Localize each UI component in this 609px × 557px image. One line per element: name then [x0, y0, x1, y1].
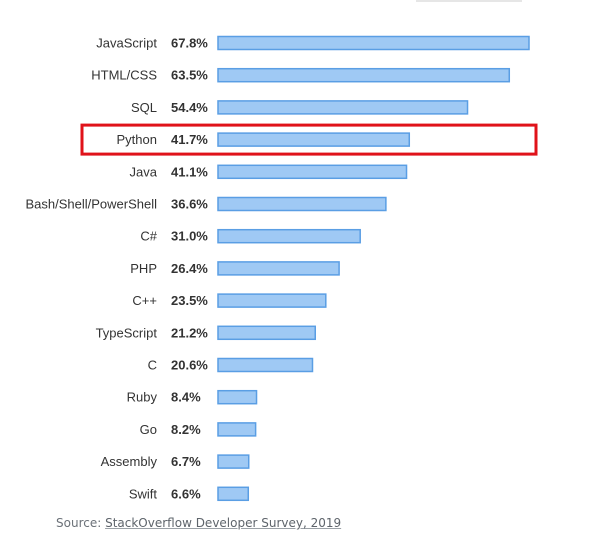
value-label-javascript: 67.8% — [171, 36, 208, 51]
source-prefix: Source: — [56, 516, 106, 530]
bar-bash-shell-powershell — [217, 196, 387, 212]
category-label-html-css: HTML/CSS — [91, 68, 157, 83]
bar-row-html-css: HTML/CSS 63.5% — [91, 67, 511, 83]
bar-row-ruby: Ruby 8.4% — [127, 389, 258, 405]
value-label-assembly: 6.7% — [171, 454, 201, 469]
value-label-bash-shell-powershell: 36.6% — [171, 197, 208, 212]
bar-swift — [217, 486, 250, 502]
bar-sql — [217, 100, 469, 115]
value-label-typescript: 21.2% — [171, 325, 208, 340]
bar-c — [217, 357, 314, 373]
bar-php — [217, 261, 340, 276]
category-label-c: C++ — [132, 293, 157, 308]
category-label-c: C — [148, 358, 157, 373]
category-label-c: C# — [140, 229, 157, 244]
category-label-bash-shell-powershell: Bash/Shell/PowerShell — [25, 197, 157, 212]
value-label-swift: 6.6% — [171, 486, 201, 501]
bar-row-c: C# 31.0% — [140, 228, 361, 244]
category-label-python: Python — [117, 132, 157, 147]
bar-javascript — [217, 35, 530, 51]
bar-row-sql: SQL 54.4% — [131, 100, 469, 115]
bar-row-java: Java 41.1% — [130, 164, 408, 180]
value-label-python: 41.7% — [171, 132, 208, 147]
category-label-go: Go — [140, 422, 157, 437]
bar-row-go: Go 8.2% — [140, 422, 257, 437]
category-label-sql: SQL — [131, 100, 157, 115]
bar-python — [217, 132, 411, 147]
category-label-typescript: TypeScript — [96, 325, 158, 340]
value-label-php: 26.4% — [171, 261, 208, 276]
bar-java — [217, 164, 408, 180]
highlight-box-python — [80, 123, 538, 156]
category-label-swift: Swift — [129, 486, 158, 501]
value-label-c: 31.0% — [171, 229, 208, 244]
source-link[interactable]: StackOverflow Developer Survey, 2019 — [105, 516, 342, 530]
value-label-c: 20.6% — [171, 358, 208, 373]
bar-c — [217, 293, 327, 308]
value-label-go: 8.2% — [171, 422, 201, 437]
bar-row-c: C++ 23.5% — [132, 293, 327, 308]
bar-ruby — [217, 389, 258, 405]
category-label-java: Java — [130, 164, 158, 179]
category-label-php: PHP — [130, 261, 157, 276]
bar-row-python: Python 41.7% — [117, 132, 411, 147]
bar-row-typescript: TypeScript 21.2% — [96, 325, 316, 340]
category-label-ruby: Ruby — [127, 390, 158, 405]
value-label-c: 23.5% — [171, 293, 208, 308]
source-caption: Source: StackOverflow Developer Survey, … — [56, 516, 341, 530]
bar-row-c: C 20.6% — [148, 357, 314, 373]
bar-typescript — [217, 325, 316, 341]
bar-row-assembly: Assembly 6.7% — [101, 454, 250, 469]
bar-row-javascript: JavaScript 67.8% — [96, 35, 530, 51]
bar-c — [217, 228, 361, 244]
category-label-assembly: Assembly — [101, 454, 158, 469]
bar-row-swift: Swift 6.6% — [129, 486, 250, 502]
value-label-ruby: 8.4% — [171, 390, 201, 405]
value-label-sql: 54.4% — [171, 100, 208, 115]
bar-html-css — [217, 67, 511, 83]
bar-go — [217, 422, 257, 437]
value-label-java: 41.1% — [171, 164, 208, 179]
top-divider — [416, 0, 522, 2]
bar-row-php: PHP 26.4% — [130, 261, 340, 276]
category-label-javascript: JavaScript — [96, 36, 157, 51]
bar-assembly — [217, 454, 250, 469]
bar-row-bash-shell-powershell: Bash/Shell/PowerShell 36.6% — [25, 196, 387, 212]
bar-chart: JavaScript 67.8% HTML/CSS 63.5% SQL 54.4% Pyth… — [25, 35, 538, 502]
value-label-html-css: 63.5% — [171, 68, 208, 83]
